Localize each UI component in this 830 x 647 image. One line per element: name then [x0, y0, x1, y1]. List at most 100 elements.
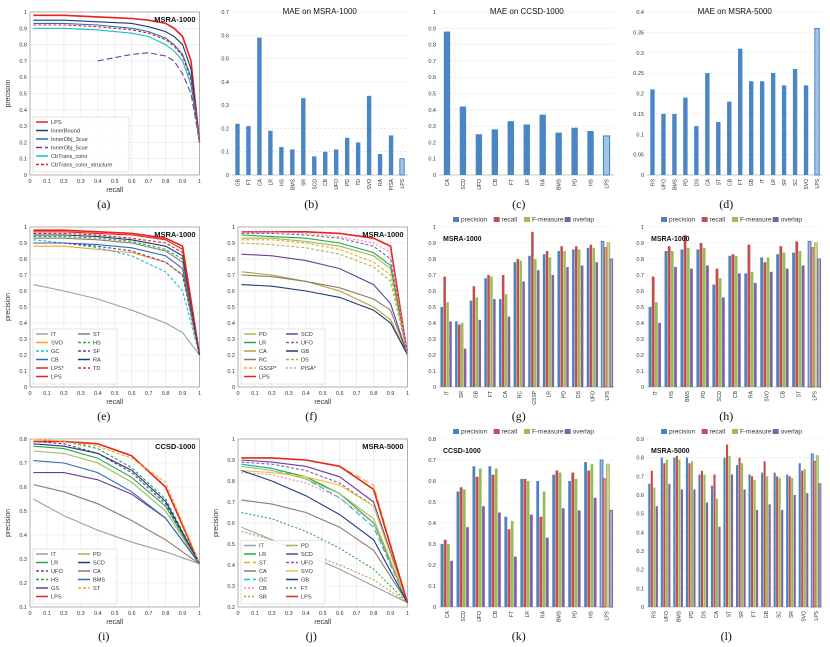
bar	[743, 273, 747, 387]
chart-svg: 0 0.1 0.2 0.3 0.4 0.5 0.6 0.7 0.8 0.9 1 0 0.1 0.2 0.3 0…	[5, 10, 201, 194]
bar	[555, 470, 559, 607]
series-line	[240, 465, 408, 604]
y-tick-label: 0	[640, 605, 643, 611]
y-tick-label: 0.6	[221, 33, 229, 39]
bar	[542, 254, 546, 387]
bar	[798, 463, 801, 607]
series-line	[33, 22, 201, 143]
bar	[589, 244, 593, 387]
x-tick-label: 0.3	[77, 391, 85, 397]
legend-entry: ST	[93, 332, 101, 338]
legend-entry: RC	[259, 358, 267, 364]
y-tick-label: 0.1	[19, 369, 27, 375]
bar	[755, 509, 758, 607]
bar	[595, 262, 599, 387]
bar	[737, 273, 741, 387]
bar	[718, 278, 722, 387]
x-tick-label: 0.2	[268, 611, 276, 617]
x-tick-label: 0.8	[369, 391, 377, 397]
bar	[478, 319, 482, 387]
bar	[311, 156, 316, 175]
x-tick-label: 0.1	[251, 611, 259, 617]
y-tick-label: 0.6	[227, 289, 235, 295]
legend: IT LR UFO HS GS LPS PD SCD CA BMS ST	[32, 548, 118, 605]
category-label: PD	[688, 611, 694, 618]
x-tick-label: 0.7	[145, 611, 153, 617]
chart-panel: 0 0.1 0.2 0.3 0.4 0.5 0.6 0.7 0.8 0.9 1 0 0.1 0.2 0.3 0…	[210, 217, 414, 425]
category-label: DS	[576, 390, 582, 398]
legend-swatch	[701, 217, 708, 222]
y-tick-label: 0	[433, 605, 436, 611]
bar	[577, 510, 581, 607]
bar	[593, 497, 597, 607]
category-label: CB	[732, 390, 738, 398]
plot-frame	[29, 11, 200, 176]
bar	[469, 300, 473, 387]
plot-area: 0 0.1 0.2 0.3 0.4 0.5 0.6 0.7 0.8 0.9 1 MAE on CCSD…	[428, 7, 615, 190]
bar	[542, 491, 546, 607]
category-label: LPS	[605, 610, 611, 620]
category-label: UFO	[477, 179, 483, 190]
plot-area: 0 0.1 0.2 0.3 0.4 0.5 0.6 0.7 0.8 0.9 1 0 0.1 0.2 0.3 0…	[227, 225, 409, 406]
bar	[516, 259, 520, 387]
x-tick-label: 0.8	[162, 611, 170, 617]
x-tick-label: 0.4	[301, 391, 309, 397]
x-tick-label: 1	[405, 391, 408, 397]
bar	[560, 246, 563, 387]
y-tick-label: 0.7	[221, 10, 229, 16]
legend-entry: IT	[51, 552, 57, 558]
category-label: HS	[589, 178, 595, 186]
series-line	[240, 469, 408, 603]
series-line	[240, 237, 408, 356]
y-tick-label: 0.7	[428, 273, 436, 279]
bar	[459, 487, 463, 607]
category-label: SR	[301, 179, 307, 186]
bar	[778, 246, 782, 387]
bar	[768, 504, 771, 607]
x-tick-label: 0.2	[60, 391, 68, 397]
bar	[810, 453, 814, 608]
x-tick-label: 0.6	[128, 179, 136, 185]
category-label: GB	[235, 178, 241, 186]
y-tick-label: 0.5	[227, 305, 235, 311]
category-label: CB	[493, 610, 499, 618]
x-tick-label: 1	[198, 611, 201, 617]
category-label: PISA	[389, 178, 395, 190]
legend-entry: UFO	[51, 569, 63, 575]
category-label: SR	[459, 391, 465, 398]
bar	[697, 474, 701, 607]
y-tick-label: 0.5	[19, 92, 27, 98]
legend-entry: SCD	[93, 561, 105, 567]
category-label: CA	[445, 610, 451, 618]
y-tick-label: 0.1	[428, 584, 436, 590]
category-label: CB	[323, 178, 329, 186]
bar	[750, 476, 753, 607]
series-line	[240, 274, 408, 356]
chart-svg: 0 0.1 0.2 0.3 0.4 0.5 0.6 0.7 0.8 0.9 precision rec…	[636, 429, 822, 622]
legend-entry: UFO	[301, 341, 313, 347]
legend-entry: precision	[461, 429, 487, 436]
legend-entry: F-measure	[532, 217, 564, 224]
legend-entry: DS	[301, 358, 309, 364]
category-label: SVO	[367, 179, 373, 190]
panel-caption: (d)	[719, 197, 734, 211]
y-tick-label: 0.3	[227, 584, 235, 590]
category-label: TD	[356, 179, 362, 186]
bar	[528, 255, 531, 387]
chart-title: MSRA-1000	[651, 236, 690, 243]
x-tick-label: 0.7	[145, 179, 153, 185]
chart-svg: 0 0.1 0.2 0.3 0.4 0.5 0.6 0.7 0.8 precision recall…	[428, 429, 615, 622]
chart-svg: 0.2 0.3 0.4 0.5 0.6 0.7 0.8 0.9 1 0 0.1 0.2 0.3 0.4 0.…	[213, 437, 409, 626]
legend-entry: ST	[259, 561, 267, 567]
bar	[651, 276, 655, 387]
panel-caption: (g)	[511, 409, 526, 423]
bar	[446, 544, 450, 607]
bar	[765, 476, 768, 607]
bar	[672, 457, 675, 607]
category-label: ST	[796, 391, 802, 397]
chart-svg: 0 0.1 0.2 0.3 0.4 0.5 0.6 0.7 0.8 0.9 1 0 0.1 0.2 0.3 0…	[5, 225, 201, 406]
bar	[702, 247, 706, 387]
x-tick-label: 0.5	[318, 611, 326, 617]
bar	[667, 483, 670, 607]
category-label: BMS	[557, 178, 563, 190]
